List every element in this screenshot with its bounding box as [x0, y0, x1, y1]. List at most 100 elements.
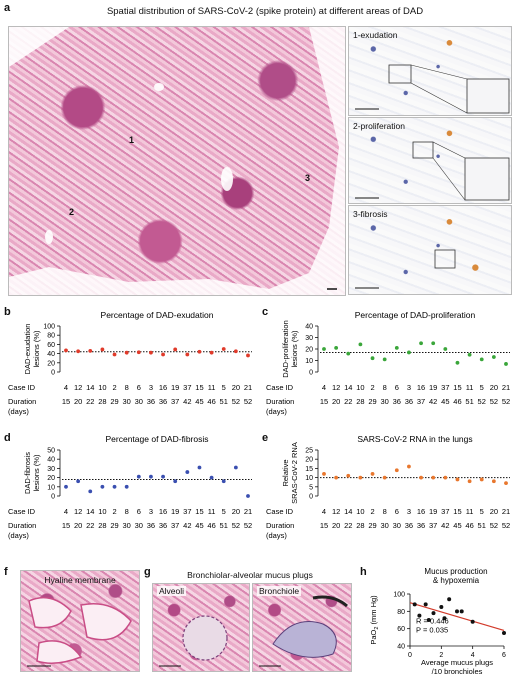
data-point — [394, 468, 399, 473]
case-id-value: 5 — [222, 507, 226, 516]
case-id-value: 19 — [171, 507, 179, 516]
case-id-row-label: Case ID — [266, 507, 294, 516]
case-id-value: 15 — [195, 507, 203, 516]
data-point — [88, 489, 93, 494]
duration-value: 51 — [465, 397, 473, 406]
case-id-value: 12 — [74, 507, 82, 516]
data-point — [382, 475, 387, 480]
y-tick-label: 80 — [47, 333, 55, 340]
data-point — [479, 357, 484, 362]
y-tick-label: 25 — [305, 448, 313, 455]
data-point — [64, 348, 68, 353]
duration-value: 28 — [356, 521, 364, 530]
y-tick-label: 40 — [47, 351, 55, 358]
alveoli-label: Alveoli — [157, 586, 187, 596]
case-id-value: 11 — [466, 383, 474, 392]
chart-dad-fibrosis: Percentage of DAD-fibrosis DAD-fibrosisle… — [0, 432, 258, 552]
case-id-value: 2 — [370, 383, 374, 392]
data-point — [479, 477, 484, 482]
case-id-value: 16 — [159, 507, 167, 516]
case-id-value: 14 — [344, 383, 352, 392]
case-id-value: 10 — [356, 383, 364, 392]
data-point — [504, 481, 508, 486]
case-id-value: 10 — [98, 507, 106, 516]
duration-value: 29 — [368, 397, 376, 406]
duration-value: 30 — [122, 397, 130, 406]
duration-value: 22 — [86, 397, 94, 406]
y-tick-label: 40 — [305, 324, 313, 331]
y-tick-label: 30 — [305, 335, 313, 342]
panel-g-title: Bronchiolar-alveolar mucus plugs — [187, 570, 313, 580]
case-id-value: 20 — [490, 383, 498, 392]
data-point — [173, 479, 178, 484]
x-tick-label: 4 — [471, 652, 475, 659]
data-point — [502, 631, 506, 635]
duration-value: 20 — [74, 397, 82, 406]
data-point — [442, 616, 447, 621]
region-3-marker: 3 — [305, 173, 311, 183]
panel-h-label: h — [360, 566, 367, 578]
data-point — [185, 470, 190, 474]
data-point — [419, 475, 423, 480]
data-point — [394, 345, 399, 350]
duration-value: 42 — [441, 521, 449, 530]
data-point — [322, 347, 326, 351]
data-point — [370, 356, 375, 361]
he-lung-whole-slide: 1 2 3 — [8, 26, 346, 296]
duration-value: 37 — [171, 397, 179, 406]
duration-value: 52 — [478, 397, 486, 406]
data-point — [459, 609, 464, 614]
y-tick-label: 30 — [47, 466, 55, 473]
case-id-value: 14 — [344, 507, 352, 516]
data-point — [209, 475, 214, 480]
case-id-value: 19 — [171, 383, 179, 392]
data-point — [221, 347, 226, 351]
data-point — [149, 350, 153, 355]
data-point — [491, 355, 496, 359]
duration-value: 51 — [220, 521, 228, 530]
case-id-value: 2 — [112, 383, 116, 392]
chart-svg-b: Percentage of DAD-exudation DAD-exudation… — [8, 310, 252, 416]
case-id-value: 11 — [466, 507, 474, 516]
duration-value: 36 — [147, 397, 155, 406]
regression-line — [409, 602, 505, 631]
duration-value: 37 — [429, 521, 437, 530]
data-point — [419, 341, 423, 346]
case-id-value: 12 — [332, 383, 340, 392]
chart-title: Mucus production — [424, 567, 487, 576]
duration-value: 46 — [465, 521, 473, 530]
duration-value: 45 — [441, 397, 449, 406]
days-row-label: (days) — [266, 531, 287, 540]
case-id-value: 5 — [480, 383, 484, 392]
panel-g-label: g — [144, 566, 151, 578]
case-id-value: 15 — [453, 507, 461, 516]
duration-row-label: Duration — [8, 397, 36, 406]
duration-value: 46 — [453, 397, 461, 406]
x-axis-label: Average mucus plugs — [421, 658, 493, 667]
region-1-marker: 1 — [129, 135, 135, 145]
duration-value: 36 — [417, 521, 425, 530]
data-point — [334, 475, 339, 480]
duration-value: 29 — [110, 521, 118, 530]
duration-value: 52 — [244, 397, 252, 406]
data-point — [161, 474, 165, 479]
case-id-value: 37 — [441, 507, 449, 516]
duration-value: 51 — [220, 397, 228, 406]
inset-3-label: 3-fibrosis — [353, 209, 388, 219]
duration-value: 52 — [502, 521, 510, 530]
panel-b-label: b — [4, 306, 11, 318]
duration-value: 46 — [207, 397, 215, 406]
case-id-value: 12 — [74, 383, 82, 392]
data-point — [233, 465, 238, 470]
case-id-value: 11 — [208, 507, 216, 516]
duration-value: 30 — [122, 521, 130, 530]
data-point — [112, 484, 117, 489]
case-id-row-label: Case ID — [8, 507, 36, 516]
data-point — [161, 352, 165, 357]
duration-value: 22 — [344, 521, 352, 530]
duration-value: 36 — [393, 397, 401, 406]
y-tick-label: 50 — [47, 448, 55, 455]
data-point — [431, 611, 436, 616]
data-point — [455, 360, 460, 365]
case-id-value: 20 — [490, 507, 498, 516]
